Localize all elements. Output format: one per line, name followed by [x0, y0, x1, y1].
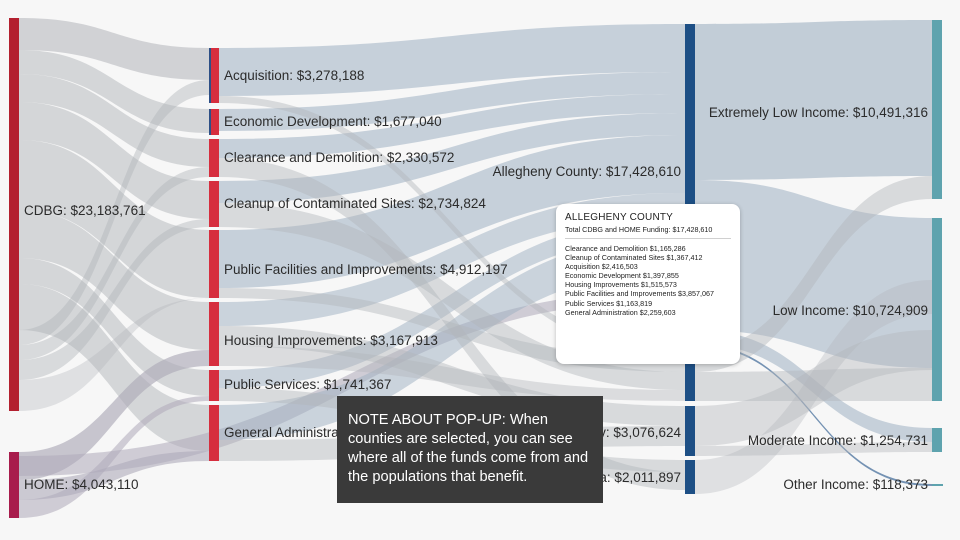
sankey-link-clear-allegheny [219, 94, 685, 158]
sankey-node-acq [209, 48, 219, 103]
sankey-node-clear [209, 139, 219, 177]
sankey-node-home [9, 452, 19, 518]
sankey-label-c4: a: $2,011,897 [599, 470, 681, 485]
sankey-link-pubfac-allegheny [219, 135, 685, 288]
sankey-node-c4[interactable] [685, 460, 695, 494]
popup-title: ALLEGHENY COUNTY [565, 212, 674, 223]
sankey-node-oi [932, 484, 943, 486]
sankey-link-acq-allegheny [219, 24, 685, 96]
sankey-link-cdbg-cleanup [19, 219, 209, 380]
sankey-label-genadmin: General Administra [224, 425, 339, 440]
popup-item: Public Services $1,163,819 [565, 298, 653, 308]
sankey-link-cdbg-acq [19, 80, 209, 345]
sankey-link-c3-mi [695, 442, 932, 456]
sankey-node-housing [209, 302, 219, 366]
labels-layer: CDBG: $23,183,761 HOME: $4,043,110 Acquisi… [24, 68, 928, 492]
sankey-link-allegheny-eli [695, 20, 932, 180]
sankey-label-home: HOME: $4,043,110 [24, 477, 139, 492]
sankey-link-econ-allegheny [219, 72, 685, 131]
sankey-label-li: Low Income: $10,724,909 [773, 303, 928, 318]
sankey-label-pubserv: Public Services: $1,741,367 [224, 377, 391, 392]
sankey-label-cdbg: CDBG: $23,183,761 [24, 203, 146, 218]
sankey-link-pubserv-allegheny [219, 217, 685, 388]
popup-item: Cleanup of Contaminated Sites $1,367,412 [565, 253, 703, 263]
sankey-link-allegheny-mi [695, 330, 932, 442]
sankey-link-home-housing [19, 350, 209, 480]
sankey-label-pubfac: Public Facilities and Improvements: $4,9… [224, 262, 508, 277]
sankey-node-cleanup [209, 181, 219, 227]
sankey-label-c3: y: $3,076,624 [599, 425, 681, 440]
sankey-link-c2-li [695, 368, 932, 401]
sankey-node-pubfac [209, 230, 219, 298]
popup-item: Acquisition $2,416,503 [565, 262, 638, 272]
sankey-node-mi [932, 428, 942, 452]
sankey-node-allegheny[interactable] [685, 24, 695, 346]
sankey-link-allegheny-li [695, 180, 932, 368]
sankey-link-home-genadmin [19, 451, 209, 500]
popup-note: NOTE ABOUT POP-UP: When counties are sel… [337, 396, 603, 503]
sankey-link-acq-c2 [219, 96, 685, 357]
popup-item: Economic Development $1,397,855 [565, 271, 679, 281]
sankey-node-li [932, 218, 942, 401]
sankey-link-cdbg-clear [19, 74, 209, 167]
popup-item: Public Facilities and Improvements $3,85… [565, 289, 715, 299]
sankey-link-cleanup-c2 [219, 203, 685, 390]
sankey-label-oi: Other Income: $118,373 [783, 477, 928, 492]
sankey-node-c3[interactable] [685, 406, 695, 456]
county-popup: ALLEGHENY COUNTY Total CDBG and HOME Fun… [556, 204, 740, 364]
sankey-link-cdbg-housing [19, 210, 209, 350]
popup-total: Total CDBG and HOME Funding: $17,428,610 [565, 225, 731, 239]
sankey-label-housing: Housing Improvements: $3,167,913 [224, 333, 438, 348]
sankey-node-pubserv [209, 370, 219, 401]
sankey-label-mi: Moderate Income: $1,254,731 [748, 433, 928, 448]
sankey-label-acq: Acquisition: $3,278,188 [224, 68, 364, 83]
popup-item: Clearance and Demolition $1,165,286 [565, 244, 686, 253]
nodes-layer [9, 18, 943, 518]
popup-item: General Administration $2,259,603 [565, 307, 676, 317]
sankey-link-c4-li [695, 280, 932, 494]
sankey-link-c2-eli [695, 176, 932, 372]
sankey-link-cleanup-allegheny [219, 113, 685, 203]
sankey-link-cdbg-clear [19, 167, 209, 360]
sankey-node-econ-edge [209, 109, 211, 135]
sankey-label-econ: Economic Development: $1,677,040 [224, 114, 442, 129]
sankey-label-allegheny: Allegheny County: $17,428,610 [493, 164, 681, 179]
sankey-link-cdbg-pubfac [19, 298, 209, 411]
popup-item: Housing Improvements $1,515,573 [565, 280, 677, 290]
sankey-link-cdbg-cleanup [19, 102, 209, 219]
sankey-label-clear: Clearance and Demolition: $2,330,572 [224, 150, 454, 165]
sankey-link-clear-c4 [219, 158, 685, 490]
sankey-node-eli [932, 20, 942, 199]
sankey-link-cdbg-econ [19, 50, 209, 133]
sankey-node-cdbg [9, 18, 19, 411]
sankey-link-cdbg-acq [19, 18, 209, 80]
sankey-node-acq-edge [209, 48, 211, 103]
sankey-node-genadmin [209, 405, 219, 461]
sankey-label-eli: Extremely Low Income: $10,491,316 [709, 105, 928, 120]
sankey-node-c2[interactable] [685, 350, 695, 401]
sankey-label-cleanup: Cleanup of Contaminated Sites: $2,734,82… [224, 196, 486, 211]
sankey-link-cdbg-pubfac [19, 140, 209, 298]
sankey-link-housing-c2 [219, 346, 685, 401]
sankey-link-c3-li [695, 330, 932, 446]
sankey-node-econ [209, 109, 219, 135]
sankey-link-allegheny-oi [695, 344, 932, 486]
